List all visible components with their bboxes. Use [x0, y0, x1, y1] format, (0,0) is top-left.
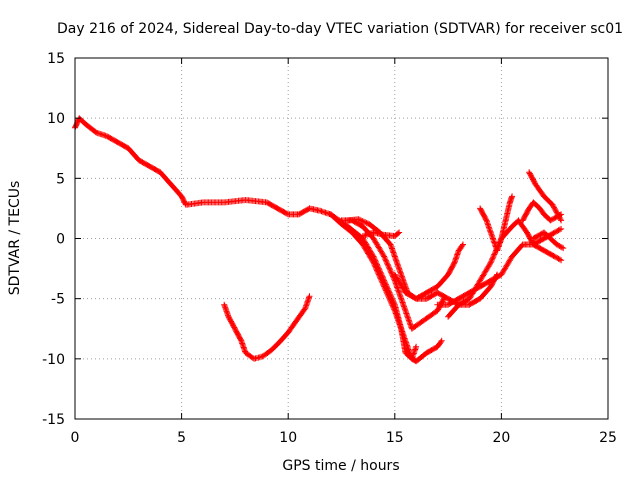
y-axis-label: SDTVAR / TECUs: [7, 181, 23, 296]
chart-title: Day 216 of 2024, Sidereal Day-to-day VTE…: [57, 21, 623, 37]
series-lower-arc: [221, 293, 313, 362]
series-track-b: [327, 211, 420, 362]
x-tick-label: 25: [599, 430, 617, 446]
series-track-e: [359, 229, 403, 240]
y-tick-label: 0: [56, 232, 65, 248]
series-main-trend: [72, 115, 334, 218]
series-track-i: [477, 193, 516, 254]
x-axis-label: GPS time / hours: [282, 458, 399, 474]
y-tick-label: 15: [47, 51, 65, 67]
x-tick-label: 15: [386, 430, 404, 446]
series-track-l: [530, 229, 567, 252]
x-tick-label: 10: [279, 430, 297, 446]
series-markers: [477, 193, 516, 254]
y-tick-label: 10: [47, 111, 65, 127]
x-tick-label: 0: [71, 430, 80, 446]
x-axis-ticks: 0 5 10 15 20 25: [71, 58, 617, 446]
series-markers: [530, 229, 567, 252]
series-markers: [221, 293, 313, 362]
series-markers: [359, 229, 403, 240]
x-tick-label: 20: [492, 430, 510, 446]
y-tick-label: -15: [42, 412, 65, 428]
series-track-k: [526, 169, 565, 224]
series-track-g: [434, 241, 565, 308]
series-track-c: [338, 217, 447, 332]
y-tick-label: -10: [42, 352, 65, 368]
series-markers: [338, 217, 447, 332]
y-tick-label: -5: [51, 292, 65, 308]
series-markers: [526, 169, 565, 224]
data-marks: [72, 115, 567, 365]
series-markers: [434, 241, 565, 308]
y-tick-label: 5: [56, 171, 65, 187]
y-axis-ticks: -15 -10 -5 0 5 10 15: [42, 51, 608, 428]
x-tick-label: 5: [177, 430, 186, 446]
series-markers: [72, 115, 334, 218]
series-markers: [327, 211, 420, 362]
